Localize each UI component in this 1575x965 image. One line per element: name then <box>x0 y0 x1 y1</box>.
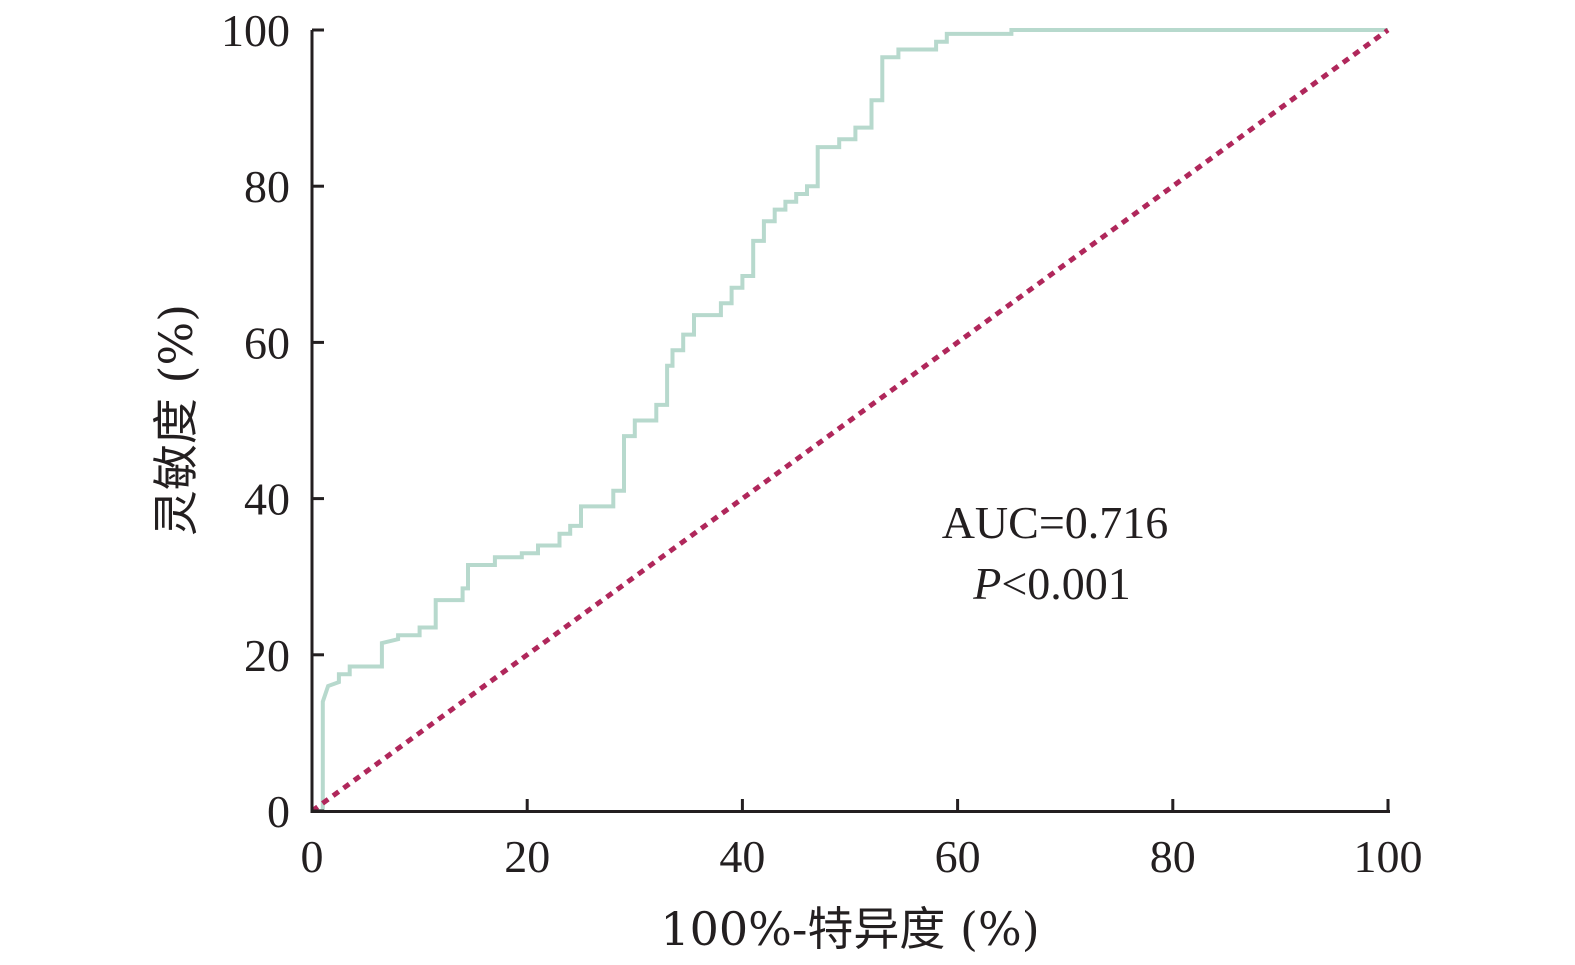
x-axis-ticks: 0 20 40 60 80 100 <box>301 799 1423 882</box>
y-tick-label: 40 <box>244 474 290 525</box>
y-tick-label: 20 <box>244 630 290 681</box>
y-axis-ticks: 0 20 40 60 80 100 <box>221 5 324 837</box>
x-tick-label: 100 <box>1354 831 1423 882</box>
plot-area: 0 20 40 60 80 100 0 20 40 60 80 100 <box>221 5 1423 882</box>
x-tick-label: 20 <box>504 831 550 882</box>
y-axis-title: 灵敏度 (%) <box>149 304 203 536</box>
p-value-annotation: P<0.001 <box>972 558 1131 609</box>
auc-annotation: AUC=0.716 <box>942 497 1169 548</box>
roc-curve-line <box>312 28 1388 813</box>
y-tick-label: 100 <box>221 5 290 56</box>
x-tick-label: 40 <box>719 831 765 882</box>
x-axis-title: 100%-特异度 (%) <box>660 902 1039 956</box>
y-tick-label: 80 <box>244 161 290 212</box>
p-value-annotation-text: <0.001 <box>1001 558 1130 609</box>
x-tick-label: 80 <box>1150 831 1196 882</box>
y-tick-label: 0 <box>267 786 290 837</box>
reference-diagonal-line <box>310 27 1390 814</box>
x-tick-label: 60 <box>935 831 981 882</box>
p-value-annotation-italic: P <box>972 558 1001 609</box>
y-tick-label: 60 <box>244 317 290 368</box>
auc-annotation-text: AUC=0.716 <box>942 497 1169 548</box>
series-layer <box>310 27 1390 814</box>
x-tick-label: 0 <box>301 831 324 882</box>
